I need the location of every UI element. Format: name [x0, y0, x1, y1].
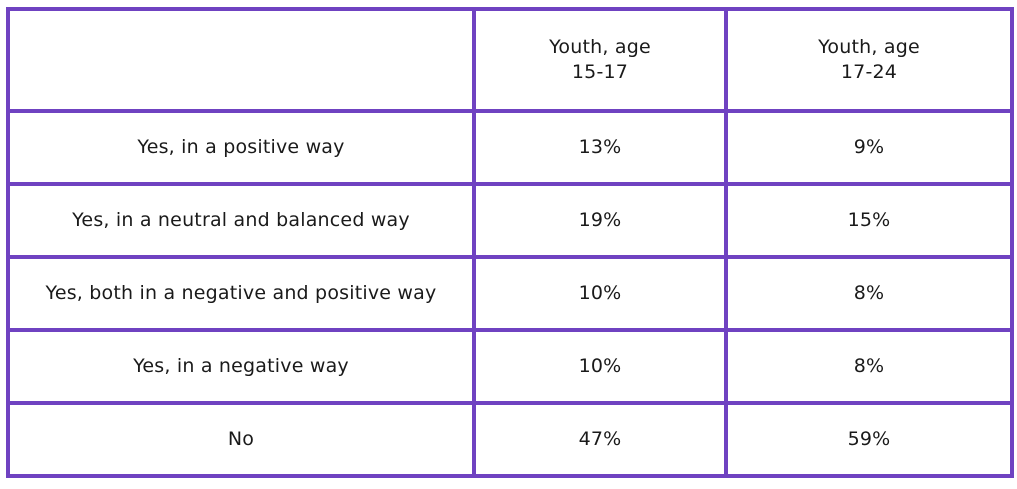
cell-youth-17-24: 8% — [724, 328, 1014, 405]
row-label: Yes, both in a negative and positive way — [6, 255, 476, 332]
table-row: Yes, both in a negative and positive way… — [6, 255, 1014, 332]
header-row: Youth, age 15-17 Youth, age 17-24 — [6, 7, 1014, 113]
row-label: No — [6, 401, 476, 478]
header-youth-15-17: Youth, age 15-17 — [472, 7, 728, 113]
cell-youth-17-24: 15% — [724, 182, 1014, 259]
row-label: Yes, in a neutral and balanced way — [6, 182, 476, 259]
cell-youth-17-24: 9% — [724, 109, 1014, 186]
cell-youth-15-17: 10% — [472, 255, 728, 332]
table-row: Yes, in a neutral and balanced way 19% 1… — [6, 182, 1014, 259]
row-label: Yes, in a positive way — [6, 109, 476, 186]
row-label: Yes, in a negative way — [6, 328, 476, 405]
table-row: Yes, in a negative way 10% 8% — [6, 328, 1014, 405]
cell-youth-15-17: 47% — [472, 401, 728, 478]
table-row: Yes, in a positive way 13% 9% — [6, 109, 1014, 186]
cell-youth-15-17: 13% — [472, 109, 728, 186]
survey-table: Youth, age 15-17 Youth, age 17-24 Yes, i… — [6, 7, 1014, 478]
cell-youth-17-24: 59% — [724, 401, 1014, 478]
cell-youth-17-24: 8% — [724, 255, 1014, 332]
header-corner-cell — [6, 7, 476, 113]
table-row: No 47% 59% — [6, 401, 1014, 478]
cell-youth-15-17: 19% — [472, 182, 728, 259]
cell-youth-15-17: 10% — [472, 328, 728, 405]
header-youth-17-24: Youth, age 17-24 — [724, 7, 1014, 113]
